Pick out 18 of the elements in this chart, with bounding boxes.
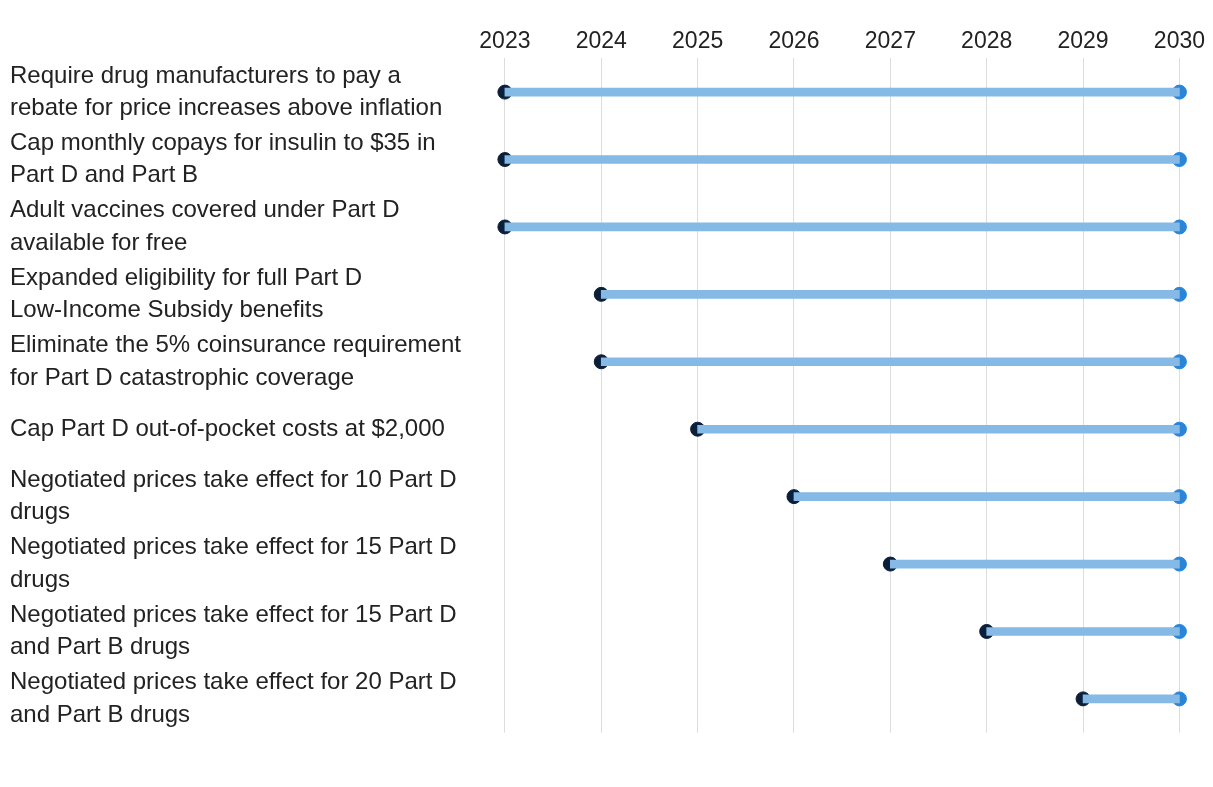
x-tick-label: 2025	[672, 26, 724, 53]
y-tick-label: Negotiated prices take effect for 15 Part D and Part B drugs	[10, 599, 457, 660]
y-tick-label: Negotiated prices take effect for 10 Part D drugs	[10, 465, 457, 525]
y-tick-label: Require drug manufacturers to pay a rebate for price increases above inflation	[10, 60, 443, 120]
y-tick-label: Expanded eligibility for full Part D Low-Income Subsidy benefits	[10, 262, 363, 323]
y-tick-label: Cap monthly copays for insulin to $35 in Part D and Part B	[10, 127, 436, 188]
y-tick-label: Cap Part D out-of-pocket costs at $2,000	[10, 413, 445, 441]
x-tick-label: 2024	[575, 26, 628, 53]
x-tick-label: 2023	[479, 26, 531, 53]
x-tick-label: 2029	[1057, 26, 1109, 53]
y-tick-label: Negotiated prices take effect for 20 Part D and Part B drugs	[10, 667, 457, 727]
y-tick-label: Adult vaccines covered under Part D available for free	[10, 195, 400, 255]
y-tick-label: Negotiated prices take effect for 15 Part D drugs	[10, 532, 457, 592]
x-tick-label: 2028	[961, 26, 1013, 53]
x-tick-label: 2030	[1153, 26, 1205, 53]
x-tick-label: 2027	[864, 26, 916, 53]
x-tick-label: 2026	[768, 26, 820, 53]
y-tick-label: Eliminate the 5% coinsurance requirement for Part D catastrophic coverage	[10, 330, 462, 390]
